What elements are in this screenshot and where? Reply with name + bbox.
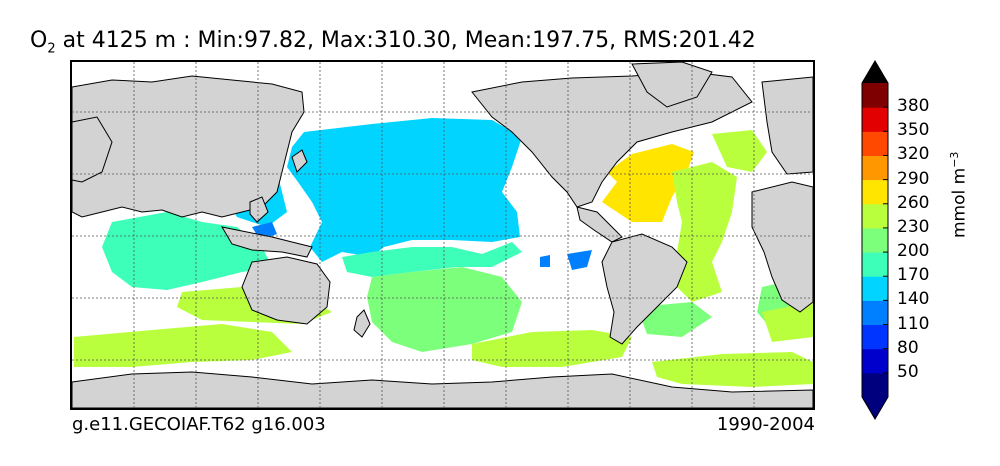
land-south-america: [601, 233, 688, 345]
colorbar-tick-label: 200: [897, 241, 930, 262]
colorbar: [861, 60, 889, 420]
land-asia-east-edge: [72, 116, 113, 183]
colorbar-tick-label: 140: [897, 289, 930, 310]
region-east-atlantic: [672, 162, 737, 302]
colorbar-tick-label: 170: [897, 265, 930, 286]
colorbar-extend-high: [862, 61, 888, 83]
colorbar-level-12: [862, 83, 888, 108]
land-eurasia-west: [72, 75, 305, 218]
title-species: O: [30, 28, 48, 53]
land-australia: [241, 256, 331, 325]
land-indonesia: [221, 226, 313, 258]
title-subscript: 2: [47, 41, 56, 57]
colorbar-level-2: [862, 324, 888, 350]
colorbar-level-3: [862, 300, 888, 326]
colorbar-tick-label: 320: [897, 144, 930, 165]
region-southern-ocean-3: [472, 330, 632, 367]
colorbar-tick-label: 290: [897, 168, 930, 189]
colorbar-tick-label: 110: [897, 313, 930, 334]
colorbar-tick-label: 50: [897, 361, 919, 382]
region-north-atlantic: [602, 144, 694, 222]
colorbar-tick-label: 260: [897, 192, 930, 213]
colorbar-outline: [861, 60, 889, 420]
land-central-america: [576, 206, 623, 243]
region-north-pacific: [287, 118, 522, 262]
region-south-atlantic-1: [637, 302, 712, 337]
land-layer: [72, 62, 813, 408]
land-africa: [751, 181, 813, 313]
units-main: mmol m: [949, 167, 970, 238]
colorbar-tick-label: 80: [897, 337, 919, 358]
land-new-zealand: [353, 309, 371, 338]
land-europe: [761, 76, 813, 175]
colorbar-level-5: [862, 252, 888, 277]
map-panel: [70, 60, 815, 410]
colorbar-level-1: [862, 348, 888, 374]
colorbar-level-8: [862, 179, 888, 205]
ocean-data-layer: [74, 118, 813, 387]
region-southern-ocean-4: [652, 352, 813, 387]
colorbar-level-0: [862, 372, 888, 398]
region-west-pacific: [342, 242, 522, 277]
colorbar-level-7: [862, 203, 888, 229]
run-name: g.e11.GECOIAF.T62 g16.003: [72, 414, 326, 435]
colorbar-tick-label: 380: [897, 96, 930, 117]
region-blue-spot-3: [540, 255, 550, 267]
land-japan: [291, 149, 308, 173]
land-philippines: [249, 196, 269, 223]
region-indian-ocean-north: [202, 247, 247, 274]
graticule: [72, 62, 813, 408]
colorbar-level-6: [862, 227, 888, 253]
region-southern-ocean-1: [74, 324, 292, 367]
colorbar-level-4: [862, 276, 888, 301]
land-antarctica: [72, 371, 813, 408]
colorbar-level-9: [862, 155, 888, 181]
colorbar-extend-low: [862, 397, 888, 419]
world-map: [72, 62, 813, 408]
title-stats: at 4125 m : Min:97.82, Max:310.30, Mean:…: [55, 28, 756, 53]
region-east-atlantic-north: [712, 130, 767, 172]
colorbar-units: mmol m−3: [948, 152, 970, 238]
colorbar-tick-label: 350: [897, 120, 930, 141]
time-period: 1990-2004: [716, 414, 815, 435]
units-sup: −3: [948, 151, 961, 168]
colorbar-tick-label: 230: [897, 216, 930, 237]
colorbar-level-10: [862, 131, 888, 156]
colorbar-level-11: [862, 107, 888, 132]
region-south-pacific: [367, 267, 522, 352]
plot-title: O2 at 4125 m : Min:97.82, Max:310.30, Me…: [30, 28, 756, 56]
region-blue-spot-2: [567, 250, 592, 270]
